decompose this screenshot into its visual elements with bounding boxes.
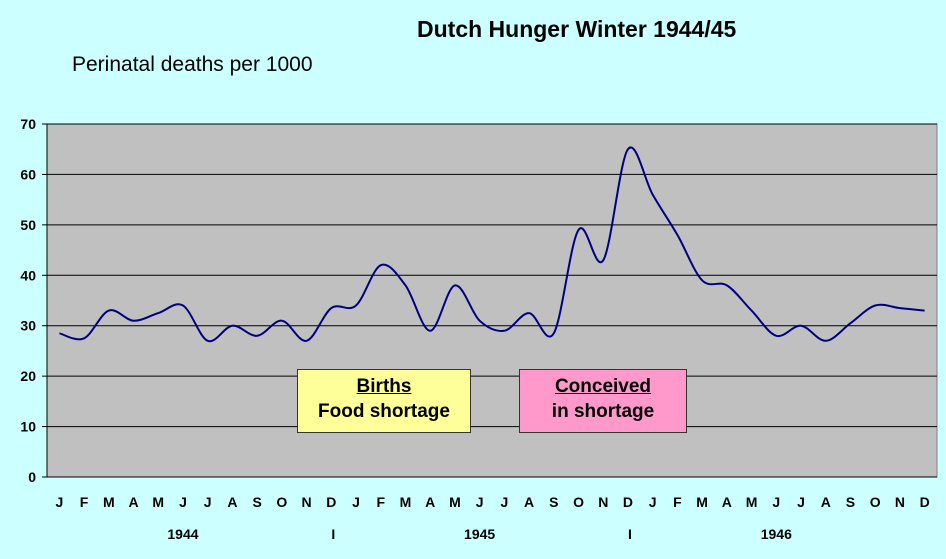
x-tick-label: S bbox=[252, 494, 261, 510]
y-tick-label: 40 bbox=[20, 267, 36, 283]
y-tick-label: 20 bbox=[20, 368, 36, 384]
year-separator: I bbox=[331, 526, 335, 542]
x-tick-label: J bbox=[352, 494, 360, 510]
x-tick-label: S bbox=[846, 494, 855, 510]
x-tick-label: A bbox=[524, 494, 534, 510]
x-tick-label: M bbox=[449, 494, 461, 510]
x-tick-label: A bbox=[128, 494, 138, 510]
x-tick-label: M bbox=[746, 494, 758, 510]
year-label: 1946 bbox=[761, 526, 792, 542]
x-tick-label: M bbox=[696, 494, 708, 510]
x-tick-label: F bbox=[80, 494, 89, 510]
year-separator: I bbox=[628, 526, 632, 542]
conceived-annotation-heading: Conceived bbox=[554, 376, 652, 397]
x-tick-label: A bbox=[227, 494, 237, 510]
year-label: 1944 bbox=[167, 526, 198, 542]
x-tick-label: J bbox=[500, 494, 508, 510]
y-axis-label: Perinatal deaths per 1000 bbox=[72, 53, 313, 76]
births-annotation-text: Food shortage bbox=[318, 401, 450, 422]
conceived-annotation: Conceived in shortage bbox=[519, 369, 687, 433]
chart-title: Dutch Hunger Winter 1944/45 bbox=[417, 16, 737, 42]
x-tick-label: J bbox=[797, 494, 805, 510]
y-tick-label: 10 bbox=[20, 419, 36, 435]
x-tick-label: O bbox=[870, 494, 881, 510]
x-tick-label: D bbox=[326, 494, 336, 510]
x-tick-label: N bbox=[302, 494, 312, 510]
x-tick-label: A bbox=[425, 494, 435, 510]
x-tick-label: O bbox=[573, 494, 584, 510]
x-tick-label: N bbox=[895, 494, 905, 510]
y-tick-label: 60 bbox=[20, 166, 36, 182]
x-tick-label: J bbox=[649, 494, 657, 510]
x-tick-label: M bbox=[400, 494, 412, 510]
births-annotation-heading: Births bbox=[356, 376, 412, 397]
x-tick-label: J bbox=[179, 494, 187, 510]
x-tick-label: F bbox=[376, 494, 385, 510]
x-tick-label: J bbox=[204, 494, 212, 510]
plot-area bbox=[46, 123, 938, 478]
x-tick-label: F bbox=[673, 494, 682, 510]
x-tick-label: D bbox=[623, 494, 633, 510]
y-tick-label: 0 bbox=[28, 469, 36, 485]
x-tick-label: O bbox=[276, 494, 287, 510]
births-annotation: Births Food shortage bbox=[297, 369, 471, 433]
x-tick-label: M bbox=[103, 494, 115, 510]
conceived-annotation-text: in shortage bbox=[551, 401, 655, 422]
y-tick-label: 70 bbox=[20, 116, 36, 132]
x-tick-label: M bbox=[152, 494, 164, 510]
x-tick-label: S bbox=[549, 494, 558, 510]
series-line-0 bbox=[59, 146, 925, 343]
x-tick-label: A bbox=[821, 494, 831, 510]
y-tick-label: 50 bbox=[20, 217, 36, 233]
x-tick-label: D bbox=[920, 494, 930, 510]
x-tick-label: J bbox=[476, 494, 484, 510]
y-tick-label: 30 bbox=[20, 318, 36, 334]
x-tick-label: J bbox=[772, 494, 780, 510]
year-label: 1945 bbox=[464, 526, 495, 542]
x-tick-label: A bbox=[722, 494, 732, 510]
x-tick-label: J bbox=[55, 494, 63, 510]
x-tick-label: N bbox=[598, 494, 608, 510]
